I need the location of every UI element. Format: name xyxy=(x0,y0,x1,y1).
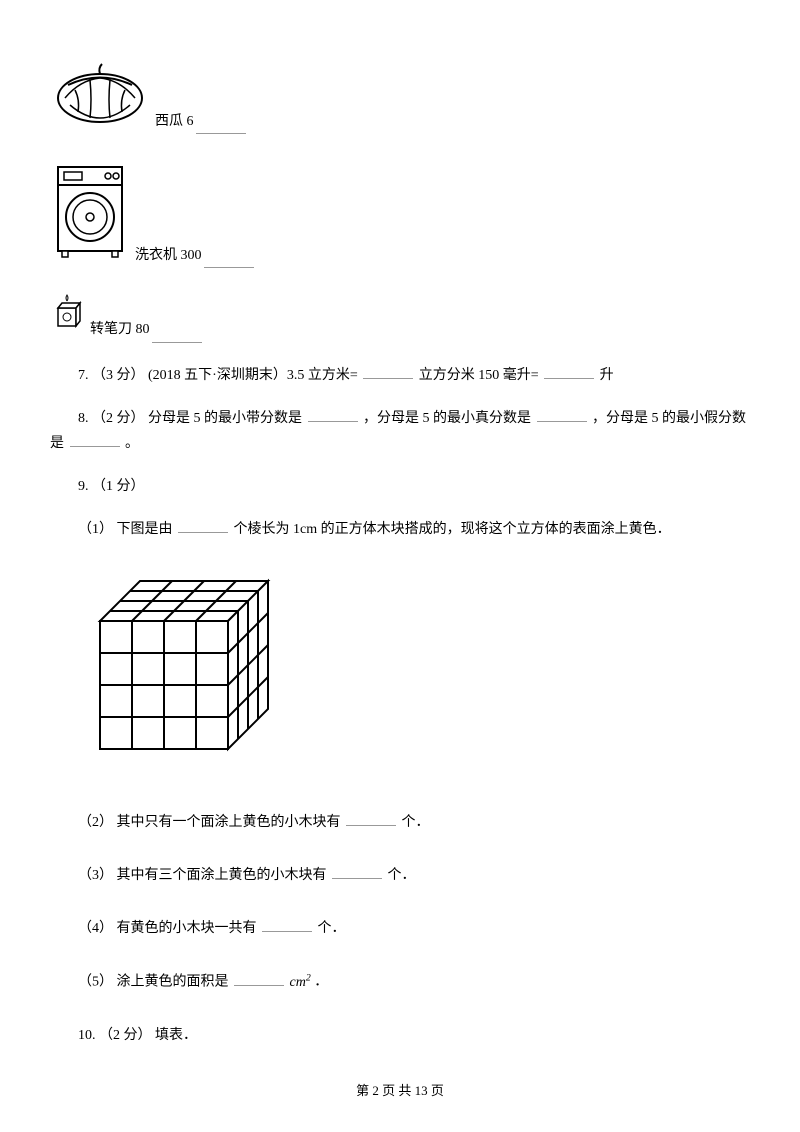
q9-sub2-suffix: 个． xyxy=(402,815,430,830)
q8-line2-suffix: 。 xyxy=(125,436,139,451)
q8-mid2: ，分母是 5 的最小假分数 xyxy=(592,411,746,426)
q9-sub3-prefix: （3） 其中有三个面涂上黄色的小木块有 xyxy=(78,868,327,883)
page-footer: 第 2 页 共 13 页 xyxy=(0,1079,800,1102)
q7-suffix: 升 xyxy=(600,368,614,383)
q9-sub5-suffix: ． xyxy=(314,975,328,990)
question-9-sub4: （4） 有黄色的小木块一共有 个． xyxy=(50,916,750,941)
blank-field[interactable] xyxy=(204,252,254,268)
cube-diagram xyxy=(90,571,750,780)
blank-field[interactable] xyxy=(262,916,312,932)
unit-cm2: cm2 xyxy=(290,975,311,990)
question-7: 7. （3 分） (2018 五下·深圳期末）3.5 立方米= 立方分米 150… xyxy=(50,363,750,388)
blank-field[interactable] xyxy=(544,363,594,379)
item-sharpener: 转笔刀 80 xyxy=(50,293,750,342)
washing-machine-icon xyxy=(50,159,130,268)
blank-field[interactable] xyxy=(178,517,228,533)
blank-field[interactable] xyxy=(332,863,382,879)
q9-sub4-prefix: （4） 有黄色的小木块一共有 xyxy=(78,921,257,936)
question-9-sub1: （1） 下图是由 个棱长为 1cm 的正方体木块搭成的，现将这个立方体的表面涂上… xyxy=(50,517,750,542)
q9-sub2-prefix: （2） 其中只有一个面涂上黄色的小木块有 xyxy=(78,815,341,830)
blank-field[interactable] xyxy=(234,970,284,986)
blank-field[interactable] xyxy=(308,406,358,422)
item-washer: 洗衣机 300 xyxy=(50,159,750,268)
question-9-sub5: （5） 涂上黄色的面积是 cm2 ． xyxy=(50,969,750,995)
question-9-sub3: （3） 其中有三个面涂上黄色的小木块有 个． xyxy=(50,863,750,888)
q7-prefix: 7. （3 分） (2018 五下·深圳期末）3.5 立方米= xyxy=(78,368,358,383)
q9-sub4-suffix: 个． xyxy=(318,921,346,936)
q8-prefix: 8. （2 分） 分母是 5 的最小带分数是 xyxy=(78,411,302,426)
question-10: 10. （2 分） 填表． xyxy=(50,1023,750,1048)
blank-field[interactable] xyxy=(537,406,587,422)
blank-field[interactable] xyxy=(346,810,396,826)
washer-label: 洗衣机 300 xyxy=(135,243,202,268)
q9-sub5-prefix: （5） 涂上黄色的面积是 xyxy=(78,975,229,990)
watermelon-icon xyxy=(50,60,150,134)
question-9-header: 9. （1 分） xyxy=(50,474,750,499)
blank-field[interactable] xyxy=(196,118,246,134)
item-watermelon: 西瓜 6 xyxy=(50,60,750,134)
sharpener-label: 转笔刀 80 xyxy=(90,317,150,342)
q8-mid1: ，分母是 5 的最小真分数是 xyxy=(363,411,531,426)
q7-mid: 立方分米 150 毫升= xyxy=(419,368,539,383)
watermelon-label: 西瓜 6 xyxy=(155,109,194,134)
blank-field[interactable] xyxy=(152,327,202,343)
q9-sub1-suffix: 个棱长为 1cm 的正方体木块搭成的，现将这个立方体的表面涂上黄色． xyxy=(234,522,671,537)
q9-sub3-suffix: 个． xyxy=(388,868,416,883)
q9-sub1-prefix: （1） 下图是由 xyxy=(78,522,173,537)
blank-field[interactable] xyxy=(70,431,120,447)
question-8: 8. （2 分） 分母是 5 的最小带分数是 ，分母是 5 的最小真分数是 ，分… xyxy=(50,406,750,456)
question-9-sub2: （2） 其中只有一个面涂上黄色的小木块有 个． xyxy=(50,810,750,835)
q8-line2-prefix: 是 xyxy=(50,436,64,451)
pencil-sharpener-icon xyxy=(50,293,85,342)
blank-field[interactable] xyxy=(363,363,413,379)
